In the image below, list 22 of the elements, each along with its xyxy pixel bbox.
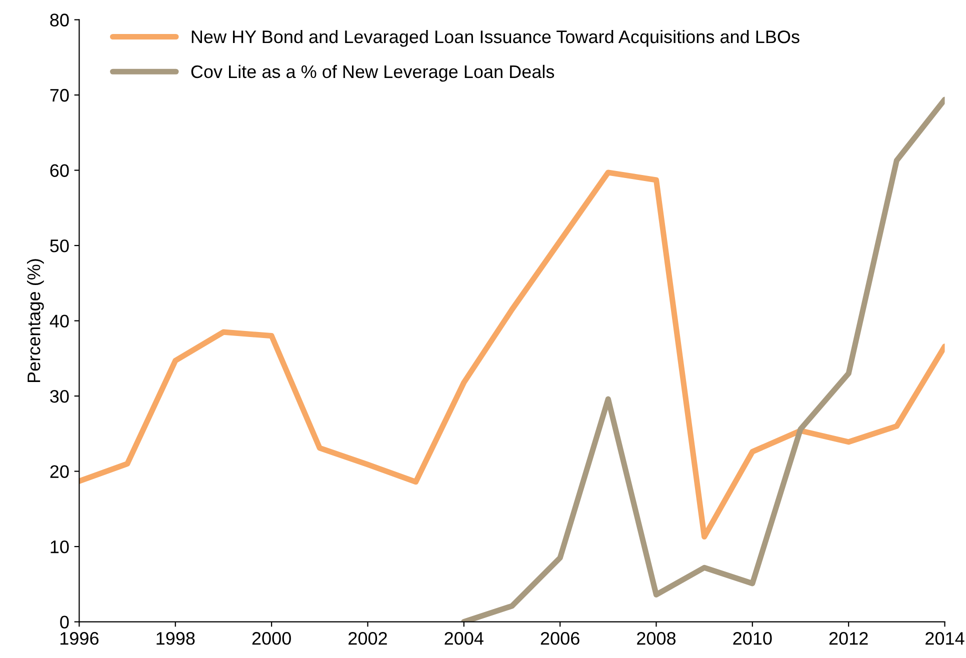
y-tick-label: 0 [60,616,69,629]
y-tick-label: 40 [50,314,69,328]
x-tick-label: 1998 [156,632,195,645]
x-tick-label: 2008 [637,632,676,645]
y-axis-title: Percentage (%) [27,259,44,382]
y-tick-label: 80 [50,14,69,26]
y-tick-label: 10 [50,540,69,554]
y-tick-label: 20 [50,465,69,478]
x-tick-label: 2004 [444,632,484,645]
x-tick-label: 2014 [926,632,964,645]
x-tick-label: 1996 [60,632,99,645]
y-tick-label: 30 [50,390,69,403]
y-tick-label: 70 [50,88,69,102]
legend-label: New HY Bond and Levaraged Loan Issuance Toward Acquisitions and LBOs [192,30,800,47]
y-tick-label: 50 [50,239,69,252]
legend-label: Cov Lite as a % of New Leverage Loan Deals [191,64,554,82]
x-tick-label: 2010 [733,632,772,645]
x-tick-label: 2006 [540,632,580,645]
x-tick-label: 2000 [252,632,291,645]
x-tick-label: 2012 [829,632,868,645]
y-tick-label: 60 [50,164,69,177]
x-tick-label: 2002 [348,632,387,645]
